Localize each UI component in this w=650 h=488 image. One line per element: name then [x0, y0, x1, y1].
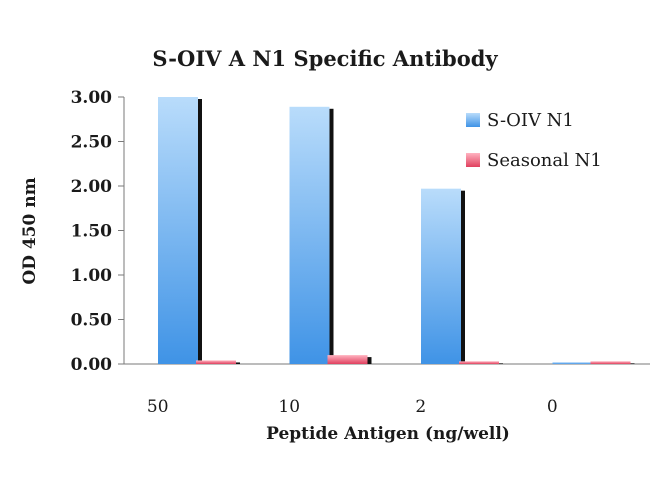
- y-tick-label: 2.00: [71, 177, 113, 197]
- y-tick-label: 2.50: [71, 133, 113, 153]
- chart-title: S-OIV A N1 Specific Antibody: [152, 46, 498, 71]
- legend-swatch: [466, 113, 480, 127]
- x-axis-label: Peptide Antigen (ng/well): [266, 424, 510, 444]
- x-tick-label: 0: [547, 397, 558, 417]
- y-tick-label: 1.00: [71, 266, 113, 286]
- bar-s-oiv-n1: [158, 97, 198, 364]
- bar-s-oiv-n1: [421, 188, 461, 364]
- x-tick-label: 10: [278, 397, 300, 417]
- y-tick-label: 0.50: [71, 311, 113, 331]
- bar-seasonal-n1: [196, 360, 236, 364]
- bar-seasonal-n1: [590, 361, 631, 364]
- bar-s-oiv-n1: [552, 362, 593, 364]
- y-tick-label: 0.00: [71, 355, 113, 375]
- y-tick-label: 1.50: [71, 222, 113, 242]
- x-tick-label: 2: [415, 397, 426, 417]
- bar-seasonal-n1: [459, 361, 499, 364]
- bar-seasonal-n1: [327, 355, 368, 364]
- legend-swatch: [466, 153, 480, 167]
- x-tick-label: 50: [147, 397, 169, 417]
- bar-s-oiv-n1: [289, 106, 330, 364]
- legend-label: S-OIV N1: [487, 110, 574, 131]
- legend-label: Seasonal N1: [487, 150, 602, 171]
- y-tick-label: 3.00: [71, 88, 113, 108]
